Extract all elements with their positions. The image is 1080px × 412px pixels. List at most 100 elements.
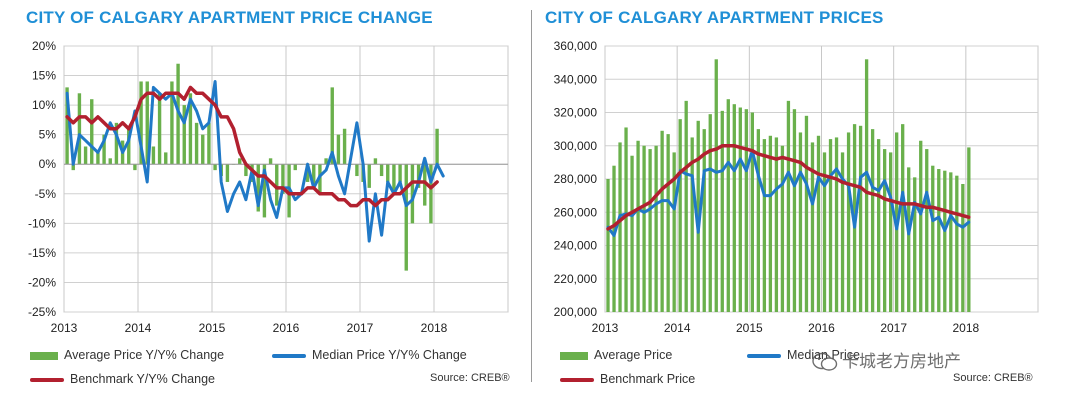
bar: [225, 164, 230, 182]
bar: [967, 147, 971, 312]
y-tick-label: 5%: [39, 128, 57, 142]
legend-label: Average Price: [594, 348, 673, 362]
bar: [949, 172, 953, 312]
y-tick-label: 280,000: [554, 172, 598, 186]
panel-prices: CITY OF CALGARY APARTMENT PRICES 200,000…: [535, 0, 1080, 412]
bar: [666, 134, 670, 312]
bar: [373, 158, 378, 165]
bar: [201, 134, 205, 165]
bar: [194, 122, 199, 165]
bar: [83, 146, 88, 165]
bar: [648, 149, 652, 312]
bar: [164, 152, 168, 165]
bar: [392, 164, 396, 194]
y-tick-label: -20%: [28, 275, 56, 289]
bar: [636, 140, 640, 312]
bar: [606, 179, 610, 312]
x-tick-label: 2013: [592, 321, 619, 335]
bar: [108, 158, 112, 165]
panel-divider: [531, 10, 532, 382]
bar: [804, 115, 809, 312]
legend-label: Median Price Y/Y% Change: [312, 348, 467, 362]
bar: [907, 167, 911, 312]
y-tick-label: 0%: [39, 157, 57, 171]
prices-chart: 200,000 220,000 240,000 260,000 280,000 300,0…: [554, 39, 1039, 335]
bar: [678, 119, 682, 313]
y-tick-label: -25%: [28, 305, 56, 319]
legend-swatch-bar: [30, 351, 58, 360]
bar: [672, 152, 676, 312]
legend-swatch-blue: [272, 353, 306, 358]
bar: [423, 164, 427, 206]
bar: [864, 59, 869, 312]
bar: [256, 164, 260, 212]
y-tick-label: 360,000: [554, 39, 598, 53]
bar: [139, 81, 143, 165]
bar: [336, 134, 341, 165]
bar: [355, 164, 359, 177]
bar: [416, 164, 421, 188]
bar: [834, 137, 839, 312]
bar: [188, 93, 193, 165]
bar: [429, 164, 433, 224]
bar: [858, 125, 863, 312]
bar: [762, 139, 767, 312]
legend-swatch-red: [560, 377, 594, 382]
legend-swatch-blue: [747, 353, 781, 358]
bar: [882, 149, 887, 312]
bar: [889, 152, 893, 312]
bar: [696, 120, 700, 312]
y-tick-label: 20%: [32, 39, 56, 53]
bar: [750, 112, 754, 312]
wechat-watermark: 卡城老方房地产: [812, 347, 961, 372]
bar: [816, 135, 821, 312]
y-tick-label: 320,000: [554, 106, 598, 120]
x-tick-label: 2014: [125, 321, 152, 335]
legend-label: Benchmark Y/Y% Change: [70, 372, 215, 386]
legend-median-change: Median Price Y/Y% Change: [272, 348, 467, 362]
panel-price-change: CITY OF CALGARY APARTMENT PRICE CHANGE -…: [0, 0, 530, 412]
bar: [281, 164, 285, 194]
bar: [738, 107, 742, 312]
bar: [342, 128, 347, 165]
x-tick-label: 2018: [421, 321, 448, 335]
bar: [90, 99, 94, 165]
bar: [127, 128, 131, 165]
y-tick-label: -5%: [35, 187, 57, 201]
bar: [774, 137, 779, 312]
bar: [931, 165, 935, 312]
bar: [293, 164, 297, 171]
median-line: [65, 80, 445, 243]
bar: [792, 109, 797, 312]
bar: [404, 164, 408, 271]
bar: [612, 165, 616, 312]
median-line: [606, 149, 971, 237]
legend-swatch-red: [30, 377, 64, 382]
wechat-icon: [812, 352, 838, 371]
y-tick-label: 10%: [32, 98, 56, 112]
y-tick-label: 220,000: [554, 272, 598, 286]
bar: [642, 145, 646, 312]
bar: [961, 183, 965, 312]
bar: [262, 164, 267, 218]
x-tick-label: 2017: [880, 321, 907, 335]
bar: [312, 164, 316, 188]
legend-label: Benchmark Price: [600, 372, 696, 386]
benchmark-line: [606, 144, 971, 231]
bar: [684, 100, 688, 312]
bar: [937, 169, 941, 312]
bar: [624, 127, 628, 313]
bar: [213, 164, 217, 171]
bar: [768, 135, 773, 312]
bar: [708, 114, 712, 312]
x-tick-label: 2015: [736, 321, 763, 335]
x-tick-label: 2018: [952, 321, 979, 335]
bar: [379, 164, 384, 177]
bar: [305, 164, 310, 182]
price-change-chart: -25% -20% -15% -10% -5% 0% 5% 10% 15% 20% 2013 2014…: [28, 39, 509, 335]
legend-benchmark-change: Benchmark Y/Y% Change: [30, 372, 215, 386]
bar: [77, 93, 82, 165]
x-tick-label: 2014: [664, 321, 691, 335]
bar: [182, 105, 186, 165]
bar: [324, 158, 328, 165]
